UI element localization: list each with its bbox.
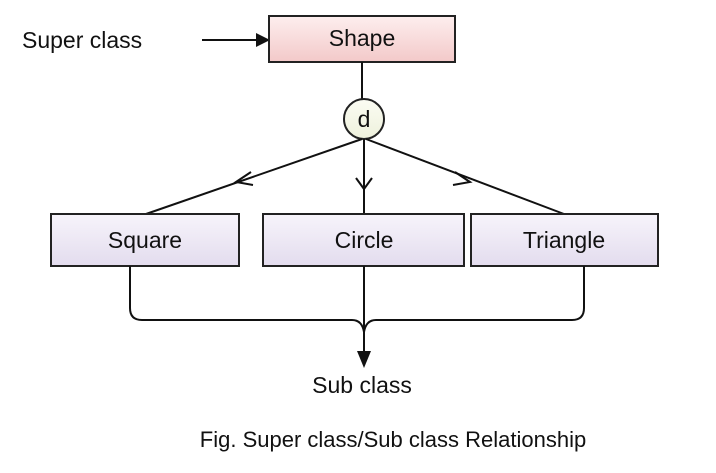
- branch-chevron-circle: [355, 177, 373, 191]
- subclass-brace: [129, 266, 585, 333]
- subclass-label: Sub class: [312, 372, 412, 398]
- superclass-name: Shape: [329, 25, 396, 51]
- subclass-name-square: Square: [108, 227, 182, 253]
- superclass-pointer-arrowhead: [256, 33, 270, 47]
- branch-line-square: [145, 138, 363, 215]
- superclass-label: Super class: [22, 27, 142, 53]
- branch-line-triangle: [365, 138, 565, 215]
- disjoint-marker: d: [358, 106, 371, 132]
- figure-caption: Fig. Super class/Sub class Relationship: [200, 427, 586, 452]
- branch-chevron-triangle: [452, 171, 473, 186]
- branch-chevron-square: [233, 171, 254, 186]
- subclass-arrowhead: [357, 351, 371, 368]
- subclass-name-circle: Circle: [335, 227, 394, 253]
- subclass-box-square: [50, 213, 240, 267]
- subclass-box-triangle: [470, 213, 659, 267]
- subclass-name-triangle: Triangle: [523, 227, 605, 253]
